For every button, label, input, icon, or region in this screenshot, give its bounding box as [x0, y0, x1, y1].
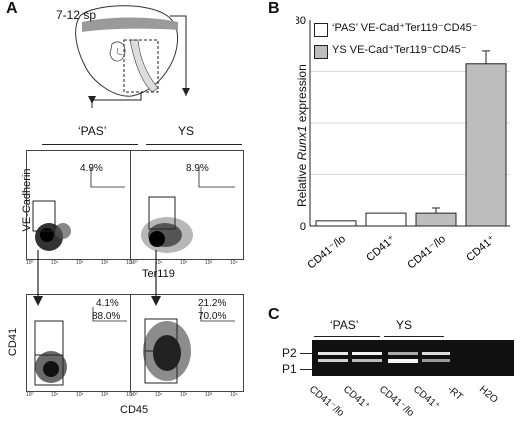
flow-plot-ys-bottom	[130, 294, 244, 392]
arrow-ys-icon	[182, 88, 190, 96]
gel-lane-label: -RT	[444, 384, 465, 404]
bar	[415, 212, 457, 227]
p1-marker	[300, 369, 312, 370]
col-ys-underline	[146, 144, 242, 145]
x-axis-cd45: CD45	[120, 404, 149, 416]
gel-group-pas: ‘PAS’	[330, 318, 359, 332]
gel-image	[312, 340, 514, 376]
flow-tick-label: 10⁰	[130, 392, 138, 398]
gel-band	[352, 352, 382, 355]
gel-band	[388, 359, 418, 363]
arrow-down-icon	[151, 296, 161, 306]
flow-tick-label: 10⁴	[230, 392, 238, 398]
flow-tick-label: 10²	[76, 260, 84, 266]
legend-label-ys: YS VE-Cad⁺Ter119⁻CD45⁻	[332, 44, 467, 56]
x-tick-label: CD41⁺	[464, 233, 498, 264]
pct-top-ys: 8.9%	[186, 163, 209, 174]
gate-box	[144, 350, 178, 384]
gel-band	[422, 359, 450, 362]
flow-tick-label: 10⁰	[26, 392, 34, 398]
p2-marker	[300, 353, 312, 354]
flow-tick-label: 10³	[101, 392, 109, 398]
gel-group-ys-line	[384, 336, 444, 337]
gel-group-ys: YS	[396, 318, 413, 332]
gel-band	[422, 352, 450, 355]
flow-plot-ys-top	[130, 150, 244, 260]
legend-label-pas: ‘PAS’ VE-Cad⁺Ter119⁻CD45⁻	[332, 22, 478, 34]
gate-box	[148, 196, 176, 230]
panel-a-letter: A	[6, 0, 18, 17]
gel-band-label-p2: P2	[282, 346, 297, 360]
flow-plot-pas-top	[26, 150, 138, 260]
bar	[465, 63, 507, 227]
flow-tick-label: 10¹	[155, 392, 163, 398]
gel-band	[318, 352, 348, 355]
flow-tick-label: 10⁴	[126, 260, 134, 266]
y-tick-label: 0	[300, 221, 306, 233]
pct-bottom-pas-2: 88.0%	[92, 311, 121, 322]
x-tick-label: CD41⁻/lo	[405, 233, 448, 271]
y-tick-label: 80	[296, 15, 306, 27]
flow-tick-label: 10²	[180, 260, 188, 266]
pct-bottom-pas-1: 4.1%	[96, 298, 119, 309]
flow-tick-label: 10²	[180, 392, 188, 398]
pct-top-pas: 4.9%	[80, 163, 103, 174]
x-tick-label: CD41⁻/lo	[305, 233, 348, 271]
col-ys-label: YS	[178, 124, 195, 138]
neural-tube-shape	[82, 17, 178, 32]
flow-tick-label: 10⁰	[130, 260, 138, 266]
legend-swatch-white	[314, 23, 328, 37]
flow-plot-pas-bottom	[26, 294, 138, 392]
embryo-diagram	[75, 5, 190, 108]
flow-tick-label: 10¹	[155, 260, 163, 266]
stage-label: 7-12 sp	[56, 8, 97, 22]
panel-b-letter: B	[268, 0, 280, 17]
pct-bottom-ys-1: 21.2%	[198, 298, 227, 309]
flow-tick-label: 10³	[205, 260, 213, 266]
gel-group-pas-line	[314, 336, 380, 337]
panel-c-letter: C	[268, 306, 280, 323]
x-tick-label: CD41⁺	[364, 233, 398, 264]
pct-bottom-ys-2: 70.0%	[198, 311, 227, 322]
flow-tick-label: 10⁴	[126, 392, 134, 398]
x-axis-ter119: Ter119	[142, 268, 175, 280]
gate-box	[32, 200, 56, 232]
flow-tick-label: 10¹	[51, 260, 59, 266]
arrow-pas-icon	[88, 96, 96, 104]
bar	[365, 212, 407, 227]
flow-tick-label: 10⁰	[26, 260, 34, 266]
flow-tick-label: 10²	[76, 392, 84, 398]
flow-tick-label: 10³	[101, 260, 109, 266]
legend-swatch-gray	[314, 45, 328, 59]
gel-lane-label: CD41⁺	[340, 384, 372, 413]
flow-tick-label: 10⁴	[230, 260, 238, 266]
gel-band	[318, 359, 348, 362]
gel-lane-label: H2O	[476, 384, 500, 406]
gel-band	[388, 352, 418, 355]
flow-tick-label: 10³	[205, 392, 213, 398]
col-pas-label: ‘PAS’	[78, 124, 107, 138]
gel-band	[352, 359, 382, 362]
col-pas-underline	[42, 144, 138, 145]
arrow-down-icon	[33, 296, 43, 306]
gel-lane-label: CD41⁻/lo	[376, 384, 416, 420]
gel-lane-label: CD41⁺	[410, 384, 442, 413]
gate-arrows	[33, 250, 161, 306]
gate-box	[34, 354, 64, 386]
flow-tick-label: 10¹	[51, 392, 59, 398]
gel-lane-label: CD41⁻/lo	[306, 384, 346, 420]
gel-band-label-p1: P1	[282, 362, 297, 376]
bar	[315, 220, 357, 227]
